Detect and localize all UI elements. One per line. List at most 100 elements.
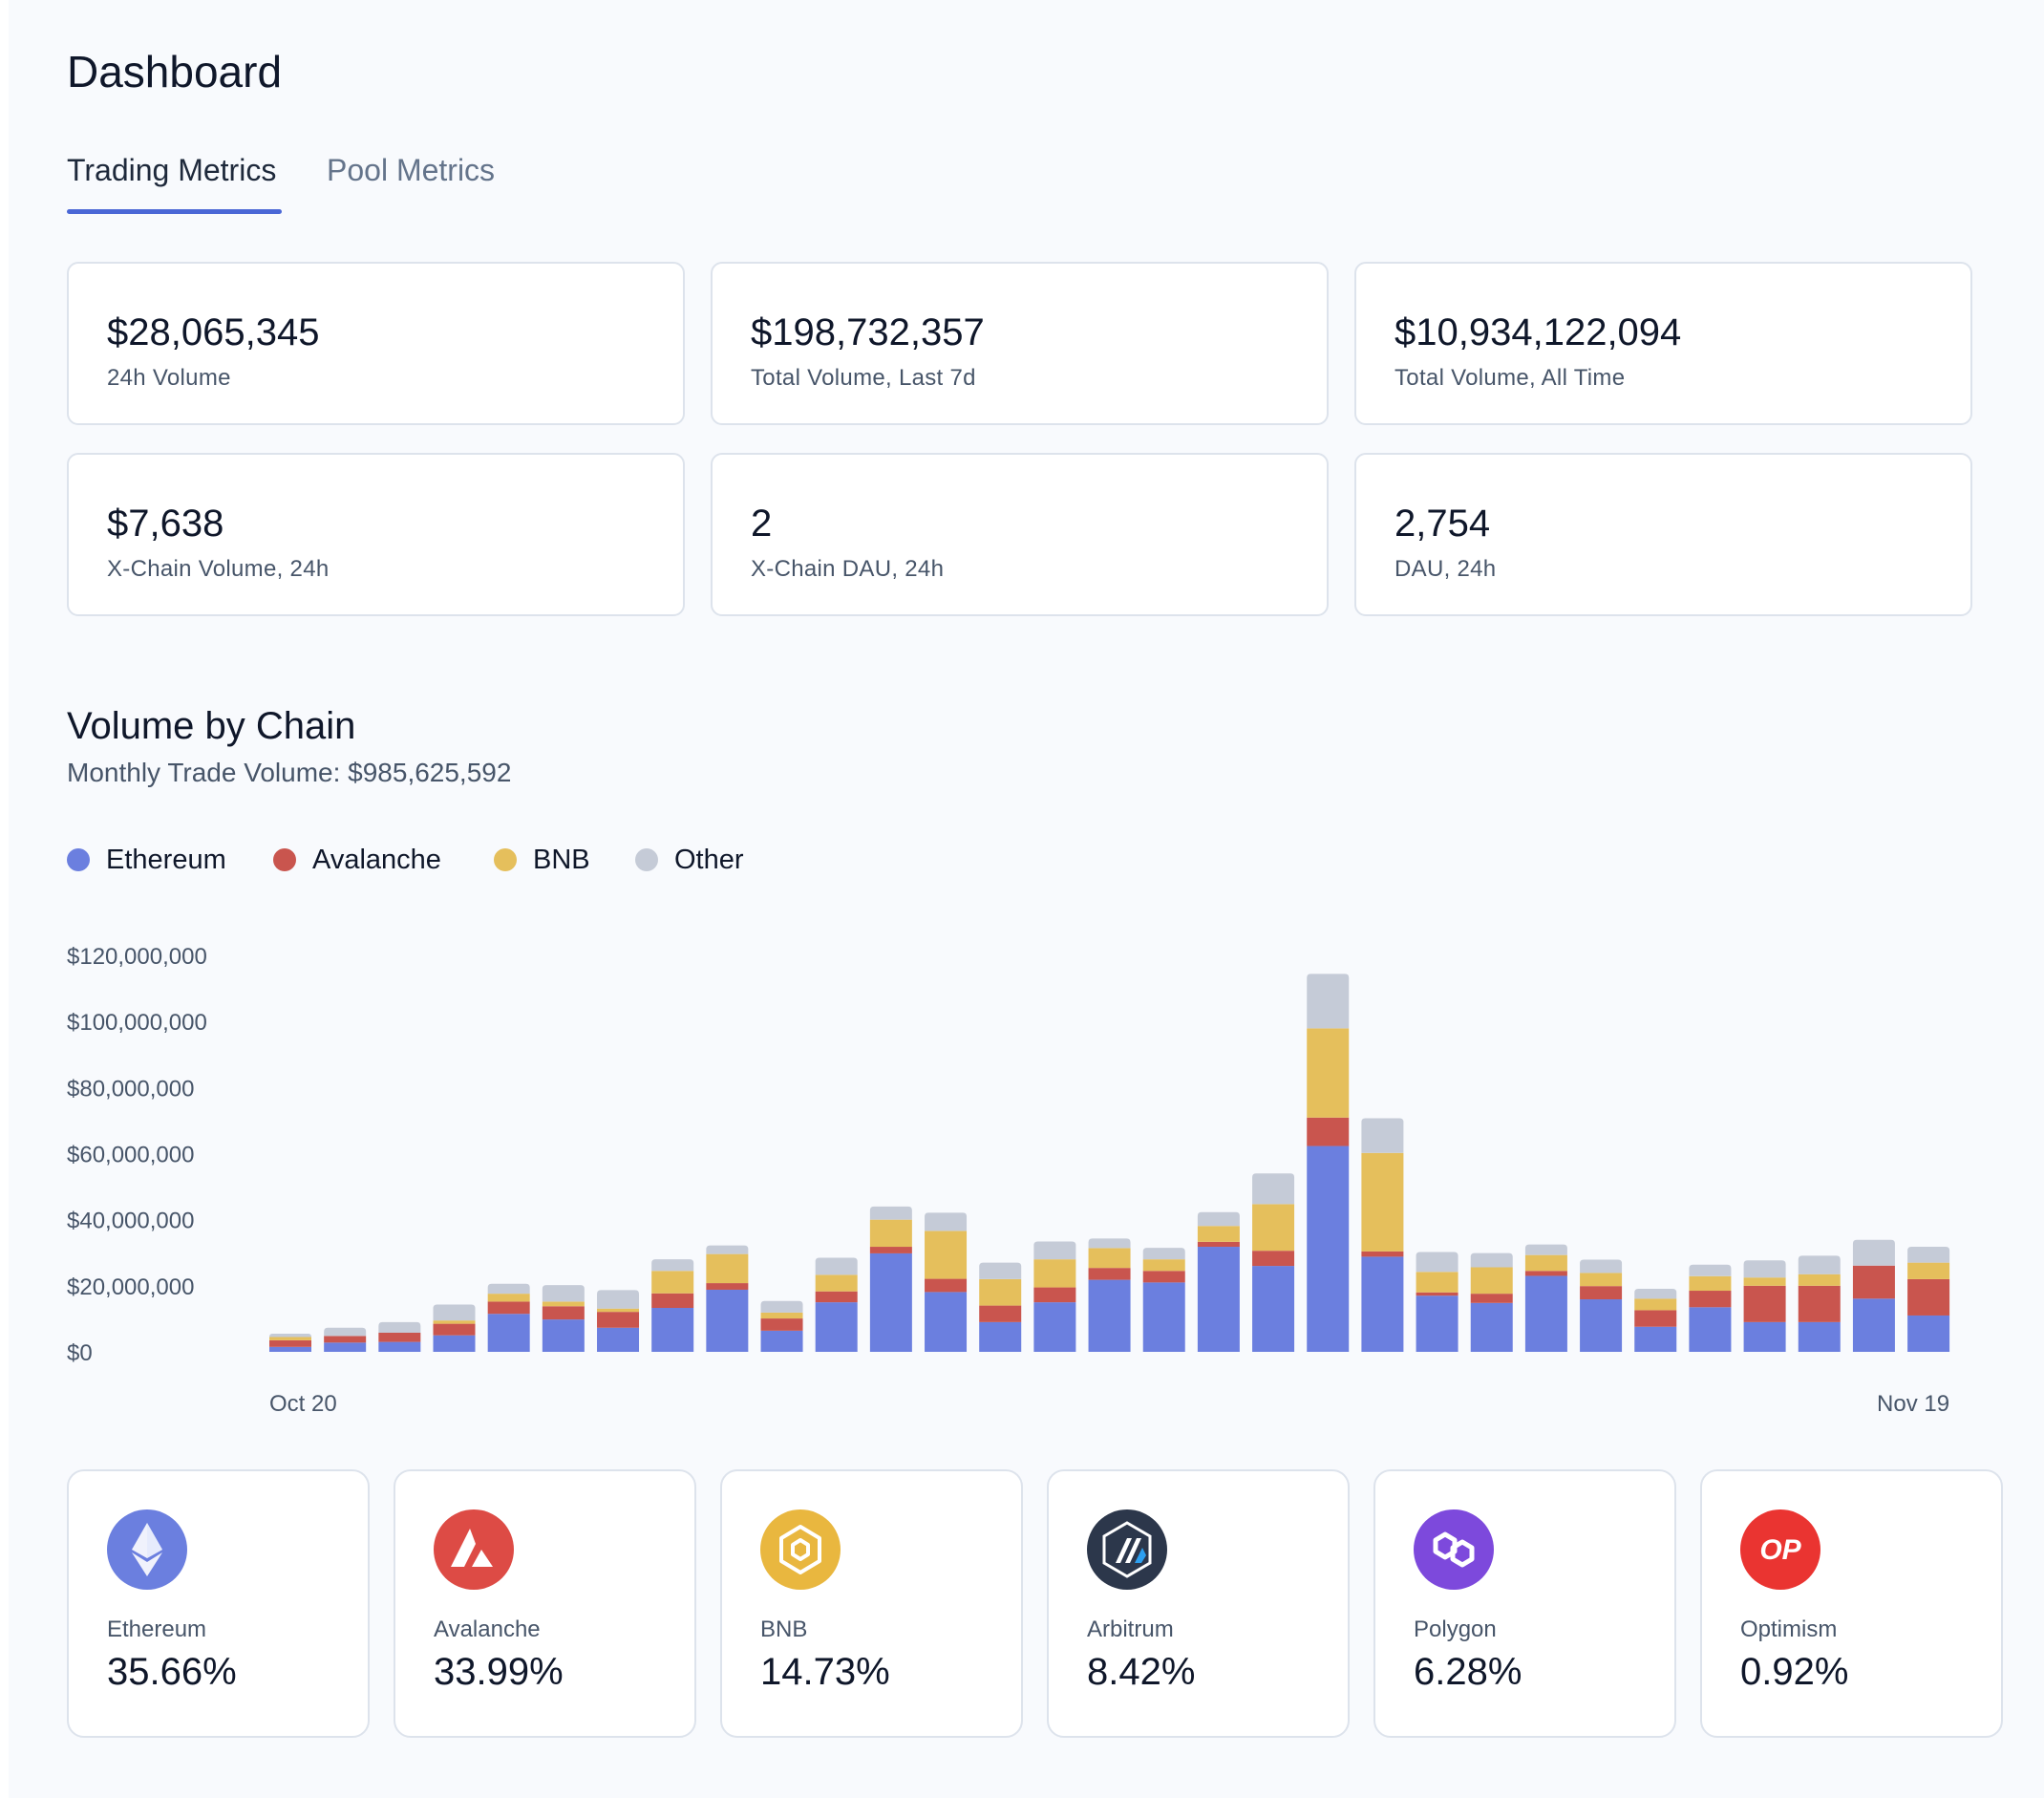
bar-segment-bnb (760, 1312, 803, 1319)
bar-segment-ethereum (1252, 1266, 1295, 1352)
bar-stack[interactable] (378, 1321, 421, 1352)
bar-segment-other (869, 1206, 912, 1220)
bar-segment-bnb (433, 1320, 476, 1324)
bar-segment-other (979, 1262, 1022, 1279)
bar-stack[interactable] (1416, 1252, 1458, 1352)
chain-percentage: 14.73% (760, 1651, 890, 1693)
bar-segment-bnb (1197, 1226, 1240, 1242)
bar-segment-ethereum (324, 1342, 367, 1352)
bar-segment-ethereum (760, 1330, 803, 1352)
bar-stack[interactable] (1634, 1288, 1677, 1352)
bar-segment-other (1580, 1259, 1623, 1274)
bar-segment-avalanche (1416, 1292, 1458, 1296)
svg-text:OP: OP (1759, 1534, 1801, 1566)
bar-stack[interactable] (760, 1300, 803, 1352)
bar-segment-ethereum (1634, 1326, 1677, 1352)
bar-segment-avalanche (433, 1323, 476, 1336)
bar-segment-bnb (1470, 1267, 1513, 1295)
bar-segment-ethereum (706, 1289, 749, 1352)
bar-segment-other (1307, 974, 1350, 1029)
bar-segment-ethereum (433, 1335, 476, 1352)
tab-trading-metrics[interactable]: Trading Metrics (67, 153, 277, 187)
bar-stack[interactable] (869, 1206, 912, 1352)
bar-stack[interactable] (1252, 1173, 1295, 1352)
bar-segment-other (1689, 1264, 1732, 1276)
bar-stack[interactable] (1580, 1259, 1623, 1352)
bar-stack[interactable] (1361, 1118, 1404, 1352)
bar-stack[interactable] (1907, 1247, 1950, 1352)
bar-segment-other (1142, 1248, 1185, 1260)
stat-label: Total Volume, All Time (1395, 365, 1626, 391)
bar-segment-bnb (542, 1301, 585, 1307)
bar-stack[interactable] (324, 1327, 367, 1352)
y-tick-label: $40,000,000 (67, 1209, 194, 1234)
bar-stack[interactable] (925, 1212, 968, 1352)
volume-bar-chart: $0 $20,000,000 $40,000,000 $60,000,000 $80,0… (67, 944, 1950, 1417)
chain-percentage: 6.28% (1414, 1651, 1522, 1693)
bar-segment-bnb (597, 1308, 640, 1313)
bar-segment-avalanche (1307, 1117, 1350, 1146)
chain-name: Avalanche (434, 1616, 541, 1642)
polygon-logo-icon (1414, 1509, 1494, 1590)
chain-percentage: 0.92% (1740, 1651, 1849, 1693)
bar-segment-bnb (1252, 1204, 1295, 1252)
bar-stack[interactable] (269, 1333, 311, 1352)
bar-stack[interactable] (487, 1283, 530, 1352)
bar-stack[interactable] (1088, 1238, 1131, 1352)
bar-segment-avalanche (1088, 1268, 1131, 1280)
bar-segment-other (1907, 1247, 1950, 1263)
bar-segment-ethereum (1416, 1295, 1458, 1352)
bar-stack[interactable] (1524, 1244, 1567, 1352)
bar-stack[interactable] (433, 1304, 476, 1352)
legend-item-other[interactable]: Other (635, 841, 744, 879)
bar-segment-avalanche (1689, 1291, 1732, 1308)
chart-legend: Ethereum Avalanche BNB Other (67, 841, 926, 879)
bar-stack[interactable] (706, 1245, 749, 1352)
legend-item-ethereum[interactable]: Ethereum (67, 841, 226, 879)
chain-name: BNB (760, 1616, 808, 1642)
legend-item-bnb[interactable]: BNB (494, 841, 590, 879)
bar-segment-bnb (651, 1271, 694, 1294)
bar-segment-avalanche (1524, 1271, 1567, 1276)
bar-stack[interactable] (1307, 974, 1350, 1352)
bar-segment-other (1088, 1238, 1131, 1249)
bar-segment-avalanche (378, 1332, 421, 1342)
tab-pool-metrics[interactable]: Pool Metrics (327, 153, 496, 187)
bar-stack[interactable] (1142, 1248, 1185, 1352)
bar-stack[interactable] (542, 1285, 585, 1352)
legend-dot (494, 848, 517, 871)
bar-stack[interactable] (1197, 1211, 1240, 1352)
bar-segment-avalanche (869, 1247, 912, 1253)
bar-stack[interactable] (1743, 1260, 1786, 1352)
y-tick-label: $80,000,000 (67, 1076, 194, 1102)
stat-card-xchain-dau-24h: 2 X-Chain DAU, 24h (711, 453, 1329, 616)
bar-segment-avalanche (487, 1301, 530, 1315)
bar-segment-bnb (925, 1231, 968, 1279)
stat-label: X-Chain Volume, 24h (107, 556, 330, 582)
bar-stack[interactable] (979, 1262, 1022, 1352)
bar-segment-other (1361, 1118, 1404, 1153)
bar-stack[interactable] (1470, 1252, 1513, 1352)
volume-by-chain-title: Volume by Chain (67, 705, 356, 747)
bar-stack[interactable] (1852, 1239, 1895, 1352)
bar-stack[interactable] (1798, 1255, 1841, 1352)
optimism-logo-icon: OP (1740, 1509, 1820, 1590)
stat-value: 2 (751, 503, 773, 545)
bar-segment-other (1634, 1288, 1677, 1299)
y-tick-label: $0 (67, 1340, 93, 1366)
bar-segment-avalanche (1907, 1278, 1950, 1316)
chain-percentage: 33.99% (434, 1651, 564, 1693)
y-tick-label: $60,000,000 (67, 1143, 194, 1168)
bar-segment-ethereum (979, 1321, 1022, 1352)
bar-stack[interactable] (597, 1290, 640, 1352)
bar-segment-bnb (1907, 1262, 1950, 1279)
bar-segment-bnb (815, 1274, 858, 1292)
bar-stack[interactable] (1033, 1241, 1076, 1352)
bar-stack[interactable] (651, 1259, 694, 1352)
legend-item-avalanche[interactable]: Avalanche (273, 841, 441, 879)
bar-stack[interactable] (1689, 1264, 1732, 1352)
legend-label: BNB (533, 844, 590, 875)
bar-stack[interactable] (815, 1257, 858, 1352)
stat-label: 24h Volume (107, 365, 231, 391)
bar-segment-other (269, 1333, 311, 1338)
